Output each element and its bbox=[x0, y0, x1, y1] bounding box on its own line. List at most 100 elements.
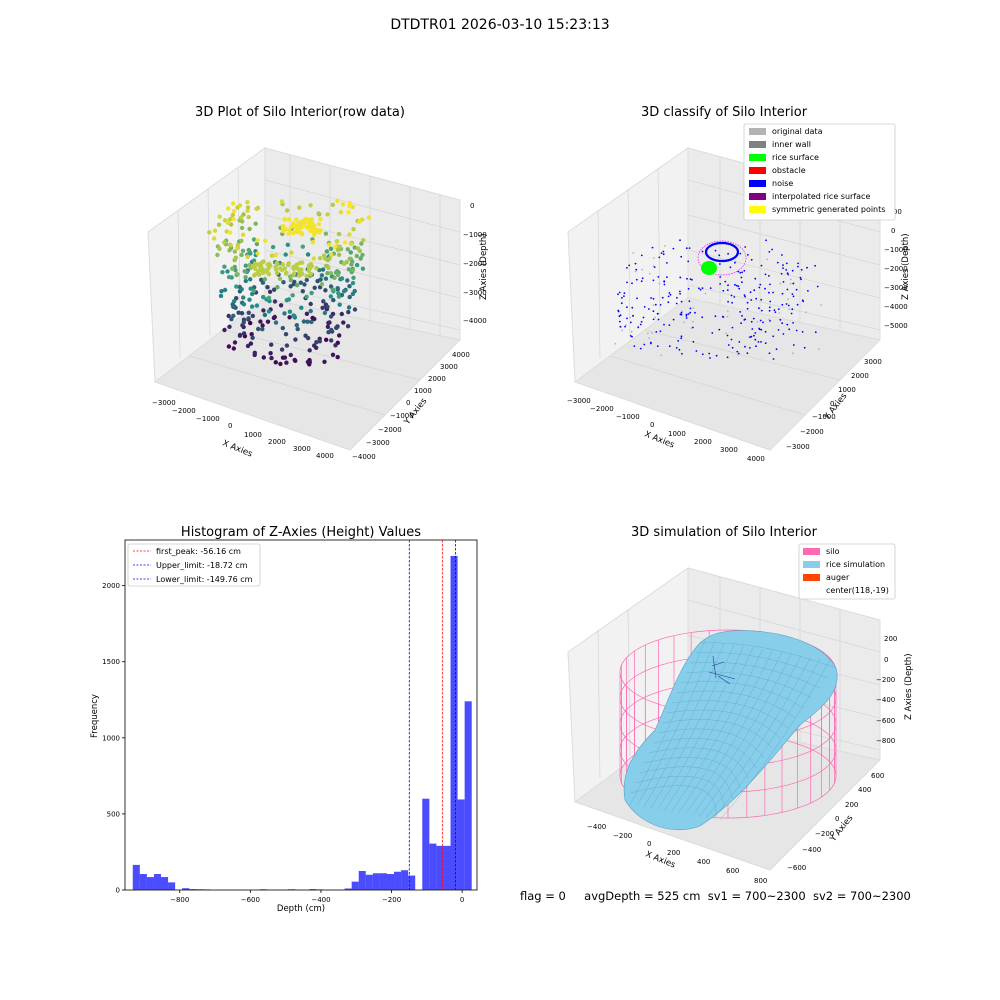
scatter-point bbox=[680, 311, 683, 314]
scatter-point bbox=[254, 206, 259, 212]
y-axis-label: Frequency bbox=[90, 694, 100, 738]
scatter-point bbox=[322, 310, 328, 316]
scatter-point bbox=[782, 264, 784, 266]
scatter-point bbox=[311, 226, 316, 231]
scatter-point bbox=[280, 355, 286, 360]
x-tick: 0 bbox=[647, 840, 651, 848]
scatter-point bbox=[335, 198, 340, 203]
scatter-point bbox=[361, 238, 366, 243]
scatter-point bbox=[701, 287, 704, 289]
z-tick: 0 bbox=[891, 227, 895, 235]
z-tick: 0 bbox=[884, 656, 888, 664]
scatter-point bbox=[768, 306, 771, 309]
scatter-point bbox=[359, 241, 364, 246]
scatter-point bbox=[249, 304, 255, 309]
histogram-bar bbox=[450, 555, 458, 890]
scatter-point bbox=[236, 310, 241, 315]
scatter-point bbox=[781, 303, 784, 306]
scatter-point bbox=[336, 294, 342, 299]
scatter-point bbox=[280, 262, 285, 267]
scatter-point bbox=[280, 325, 285, 331]
y-tick: −4000 bbox=[352, 453, 376, 461]
scatter-point bbox=[675, 302, 678, 305]
x-tick: 0 bbox=[228, 422, 232, 430]
scatter-point bbox=[242, 269, 247, 274]
scatter-point bbox=[734, 283, 736, 286]
scatter-point bbox=[679, 239, 681, 242]
legend-label: silo bbox=[826, 547, 840, 556]
scatter-point bbox=[741, 271, 743, 274]
scatter-point bbox=[283, 271, 289, 276]
scatter-point bbox=[663, 283, 666, 286]
scatter-point bbox=[302, 282, 307, 287]
scatter-point bbox=[345, 247, 350, 252]
legend-swatch bbox=[749, 128, 766, 135]
scatter-point bbox=[308, 301, 313, 307]
raw-scatter-points bbox=[207, 198, 371, 367]
y-tick: 3000 bbox=[864, 358, 882, 366]
x-tick: 2000 bbox=[268, 438, 286, 446]
mesh-line bbox=[629, 639, 706, 806]
x-tick: −1000 bbox=[616, 413, 640, 421]
scatter-point bbox=[800, 278, 802, 281]
scatter-point bbox=[637, 326, 640, 328]
scatter-point bbox=[751, 328, 754, 330]
scatter-point bbox=[677, 340, 680, 342]
scatter-point bbox=[636, 297, 638, 300]
scatter-point bbox=[780, 272, 783, 275]
scatter-point bbox=[289, 250, 294, 255]
scatter-point bbox=[727, 284, 729, 287]
scatter-point bbox=[797, 265, 799, 268]
scatter-point bbox=[792, 344, 795, 346]
scatter-point bbox=[347, 232, 352, 237]
x-tick: −3000 bbox=[152, 399, 176, 407]
scatter-point bbox=[340, 202, 346, 207]
scatter-point bbox=[288, 284, 293, 289]
scatter-point bbox=[754, 277, 757, 280]
scatter-point bbox=[272, 287, 277, 292]
scatter-point bbox=[678, 348, 681, 351]
histogram-bar bbox=[401, 870, 409, 890]
scatter-point bbox=[335, 247, 341, 253]
legend-swatch bbox=[749, 180, 766, 187]
scatter-point bbox=[795, 329, 798, 332]
scatter-point bbox=[309, 290, 314, 296]
scatter-point bbox=[734, 260, 737, 262]
scatter-point bbox=[251, 288, 256, 294]
scatter-point bbox=[273, 320, 279, 325]
scatter-point bbox=[631, 282, 633, 285]
scatter-point bbox=[235, 245, 240, 251]
scatter-point bbox=[282, 266, 287, 271]
scatter-point bbox=[753, 334, 755, 337]
scatter-point bbox=[217, 246, 222, 251]
histogram-bar bbox=[422, 798, 430, 890]
scatter-point bbox=[650, 342, 652, 345]
histogram-bar bbox=[161, 877, 169, 890]
x-tick: 400 bbox=[697, 858, 710, 866]
scatter-point bbox=[222, 240, 227, 245]
scatter-point bbox=[350, 291, 356, 297]
scatter-point bbox=[694, 311, 696, 314]
scatter-point bbox=[290, 293, 295, 298]
scatter-point bbox=[311, 256, 316, 261]
scatter-point bbox=[241, 302, 247, 307]
legend-label: inner wall bbox=[772, 140, 811, 149]
scatter-point bbox=[233, 268, 238, 273]
scatter-point bbox=[719, 276, 722, 278]
scatter-point bbox=[641, 268, 644, 271]
y-tick: −1000 bbox=[812, 413, 836, 421]
scatter-point bbox=[796, 303, 799, 306]
scatter-point bbox=[739, 272, 742, 274]
scatter-point bbox=[730, 294, 733, 297]
scatter-point bbox=[651, 332, 653, 334]
scatter-point bbox=[299, 267, 304, 272]
scatter-point bbox=[283, 332, 289, 337]
scatter-point bbox=[229, 317, 234, 322]
classified-scatter-points bbox=[614, 239, 822, 360]
scatter-point bbox=[653, 266, 656, 268]
scatter-point bbox=[294, 217, 299, 222]
z-tick: −2000 bbox=[463, 260, 487, 268]
scatter-point bbox=[668, 324, 671, 326]
scatter-point bbox=[351, 227, 356, 232]
scatter-point bbox=[750, 299, 753, 301]
